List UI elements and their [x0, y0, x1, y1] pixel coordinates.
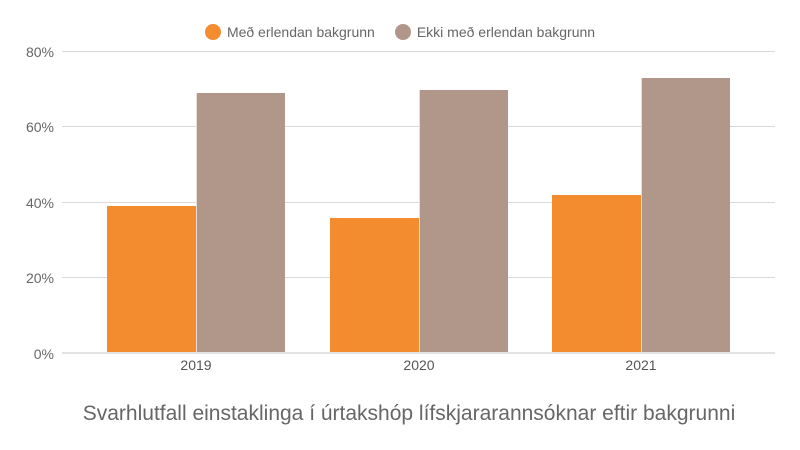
bar-2020-series-0[interactable]	[330, 217, 419, 353]
bar-2020-series-1[interactable]	[419, 89, 508, 353]
legend-dot-icon	[204, 24, 221, 40]
x-tick-label: 2019	[180, 357, 212, 373]
x-axis-line	[62, 352, 775, 354]
chart-title: Svarhlutfall einstaklinga í úrtakshóp lí…	[82, 402, 736, 425]
legend-label: Með erlendan bakgrunn	[226, 24, 375, 40]
legend-item-ekki-med-erlendan[interactable]: Ekki með erlendan bakgrunn	[394, 24, 596, 40]
gridline	[62, 202, 775, 203]
chart-legend: Með erlendan bakgrunn Ekki með erlendan …	[0, 24, 800, 40]
legend-label: Ekki með erlendan bakgrunn	[416, 24, 596, 40]
gridline	[62, 126, 775, 127]
bar-2021-series-1[interactable]	[641, 78, 730, 353]
bar-2021-series-0[interactable]	[552, 194, 641, 353]
legend-dot-icon	[394, 24, 411, 40]
y-tick-label: 80%	[25, 44, 54, 60]
x-tick-label: 2021	[625, 357, 657, 373]
legend-item-med-erlendan[interactable]: Með erlendan bakgrunn	[204, 24, 375, 40]
y-tick-label: 40%	[25, 195, 54, 211]
gridline	[62, 51, 775, 52]
y-tick-label: 0%	[33, 346, 54, 362]
y-tick-label: 20%	[25, 270, 54, 286]
bar-2019-series-0[interactable]	[107, 206, 196, 353]
bar-2019-series-1[interactable]	[196, 93, 285, 353]
x-tick-label: 2020	[403, 357, 435, 373]
y-tick-label: 60%	[25, 119, 54, 135]
